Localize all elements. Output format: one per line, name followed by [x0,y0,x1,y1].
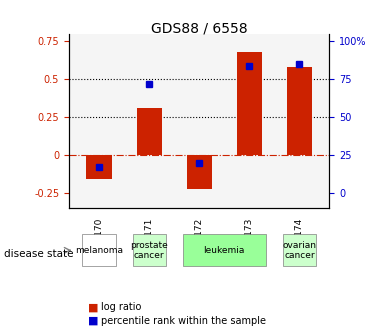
FancyBboxPatch shape [82,234,116,266]
Text: ■: ■ [88,302,98,312]
Bar [287,67,312,155]
FancyBboxPatch shape [183,234,266,266]
FancyBboxPatch shape [283,234,316,266]
Text: GDS88 / 6558: GDS88 / 6558 [151,22,247,36]
Bar [187,155,212,188]
Text: prostate
cancer: prostate cancer [130,241,168,260]
Bar [137,108,162,155]
Bar [87,155,111,179]
Text: leukemia: leukemia [203,246,245,255]
Text: ■: ■ [88,316,98,326]
Text: ovarian
cancer: ovarian cancer [282,241,316,260]
Text: percentile rank within the sample: percentile rank within the sample [101,316,267,326]
Text: log ratio: log ratio [101,302,142,312]
Text: melanoma: melanoma [75,246,123,255]
Text: disease state: disease state [4,249,73,259]
FancyBboxPatch shape [133,234,165,266]
Bar [237,52,262,155]
